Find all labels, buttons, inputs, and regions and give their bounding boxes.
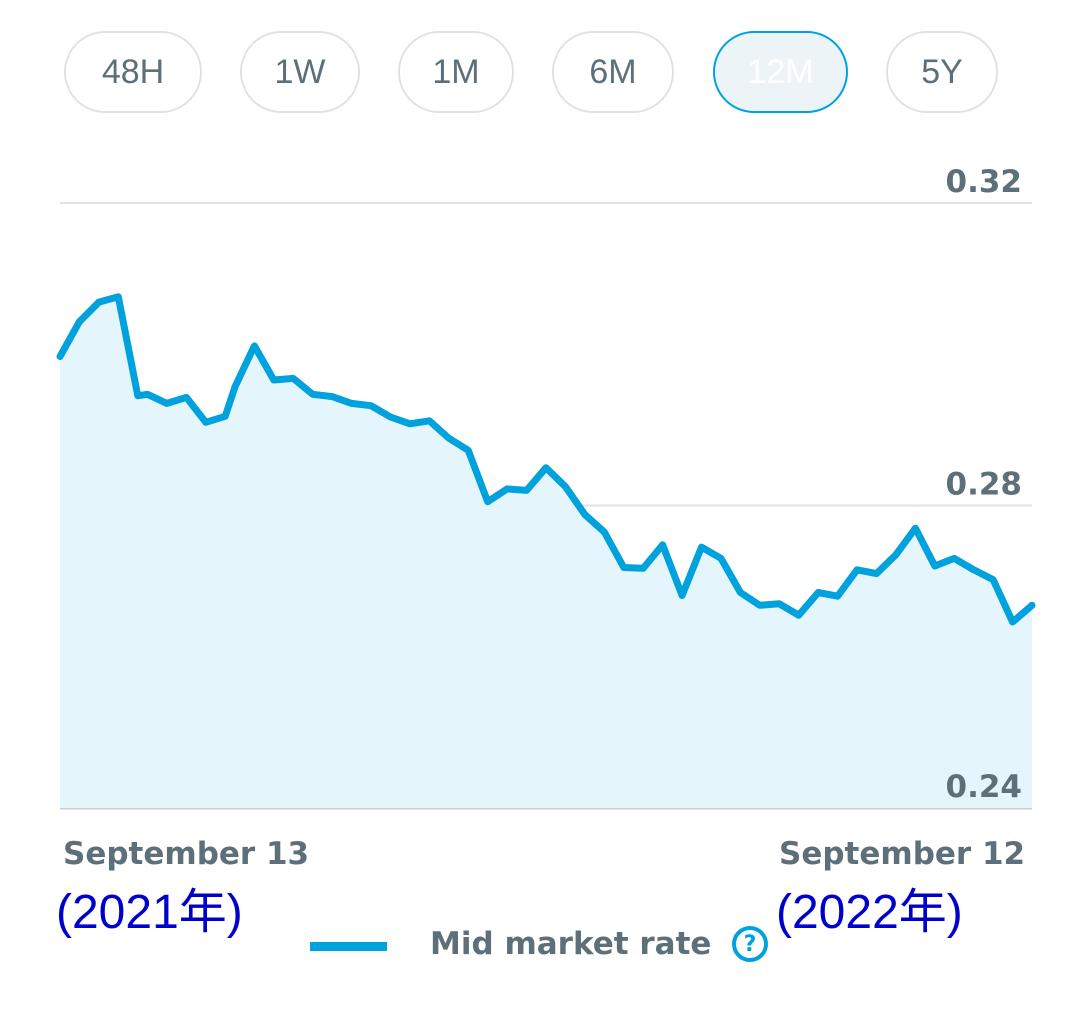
- x-label-end: September 12: [779, 836, 1026, 872]
- legend-swatch: [310, 942, 387, 951]
- tab-1w[interactable]: 1W: [240, 31, 360, 113]
- period-tabs: 48H 1W 1M 6M 12M 5Y: [0, 0, 1080, 140]
- annotation-end-year: (2022年): [776, 886, 963, 939]
- legend: Mid market rate ?: [310, 918, 790, 978]
- y-tick-label: 0.24: [946, 769, 1023, 805]
- rate-line[interactable]: [56, 293, 1036, 626]
- rate-chart: 0.32 0.28 0.24: [56, 164, 1036, 810]
- question-icon[interactable]: ?: [732, 926, 768, 962]
- y-axis-ticks: 0.32 0.28 0.24: [946, 164, 1023, 805]
- legend-label: Mid market rate: [430, 926, 712, 962]
- tab-1m[interactable]: 1M: [398, 31, 514, 113]
- x-label-start: September 13: [63, 836, 310, 872]
- y-tick-label: 0.32: [946, 164, 1023, 200]
- annotation-start-year: (2021年): [56, 886, 243, 939]
- y-tick-label: 0.28: [946, 467, 1023, 503]
- tab-5y[interactable]: 5Y: [886, 31, 998, 113]
- tab-48h[interactable]: 48H: [64, 31, 202, 113]
- rate-area-fill: [60, 296, 1032, 808]
- tab-6m[interactable]: 6M: [552, 31, 674, 113]
- tab-12m[interactable]: 12M: [713, 31, 848, 113]
